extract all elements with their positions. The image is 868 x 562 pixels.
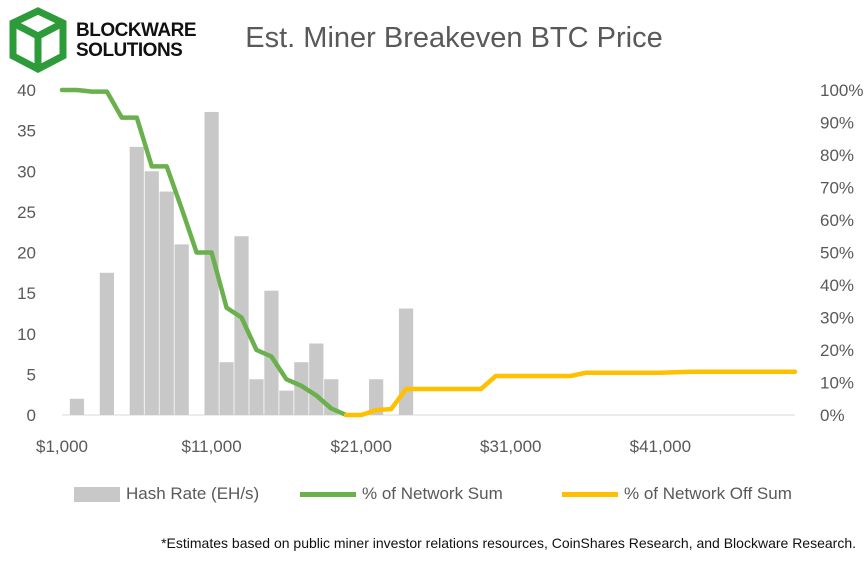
right-axis-tick-label: 30% <box>820 309 854 328</box>
hash-rate-bar <box>204 111 219 415</box>
hash-rate-bar <box>309 343 324 415</box>
x-axis-tick-label: $31,000 <box>480 437 541 456</box>
right-axis-tick-label: 70% <box>820 179 854 198</box>
legend-label-network-off-sum: % of Network Off Sum <box>624 484 792 503</box>
legend-item-hashrate: Hash Rate (EH/s) <box>74 482 259 506</box>
left-axis-tick-label: 30 <box>17 162 36 181</box>
network-sum-line <box>59 87 349 418</box>
legend-swatch-network-sum <box>300 491 356 497</box>
hash-rate-bar <box>264 290 279 415</box>
hash-rate-bar <box>99 272 114 415</box>
right-axis-tick-label: 90% <box>820 114 854 133</box>
right-axis-tick-label: 80% <box>820 146 854 165</box>
x-axis-tick-label: $1,000 <box>36 437 88 456</box>
hash-rate-bar <box>159 191 174 415</box>
hash-rate-bar <box>174 244 189 415</box>
right-axis-tick-label: 10% <box>820 374 854 393</box>
left-axis: 0 5 10 15 20 25 30 35 40 <box>17 81 36 425</box>
legend-label-hashrate: Hash Rate (EH/s) <box>126 484 260 503</box>
network-off-sum-line <box>343 369 798 418</box>
left-axis-tick-label: 15 <box>17 284 36 303</box>
logo-text-line2: SOLUTIONS <box>76 40 183 61</box>
right-axis: 0% 10% 20% 30% 40% 50% 60% 70% 80% 90% 100% <box>820 81 863 425</box>
left-axis-tick-label: 35 <box>17 122 36 141</box>
logo-mark <box>9 7 67 73</box>
hash-rate-bar <box>249 379 264 415</box>
left-axis-tick-label: 5 <box>27 365 36 384</box>
x-axis: $1,000 $11,000 $21,000 $31,000 $41,000 <box>36 437 691 456</box>
right-axis-tick-label: 60% <box>820 211 854 230</box>
hash-rate-bar <box>294 362 309 415</box>
left-axis-tick-label: 10 <box>17 325 36 344</box>
left-axis-tick-label: 40 <box>17 81 36 100</box>
footnote: *Estimates based on public miner investo… <box>161 535 856 551</box>
legend: Hash Rate (EH/s) % of Network Sum % of N… <box>0 482 868 506</box>
logo-text-line1: BLOCKWARE <box>76 20 197 41</box>
hash-rate-bar <box>369 379 384 415</box>
legend-item-network-off-sum: % of Network Off Sum <box>562 482 792 506</box>
legend-swatch-network-off-sum <box>562 491 618 497</box>
left-axis-tick-label: 25 <box>17 203 36 222</box>
left-axis-tick-label: 20 <box>17 244 36 263</box>
hash-rate-bar <box>279 390 294 415</box>
legend-swatch-hashrate <box>74 486 120 502</box>
hash-rate-bar <box>219 362 234 415</box>
x-axis-tick-label: $11,000 <box>181 437 241 456</box>
hash-rate-bar <box>144 171 159 415</box>
chart-area: 0 5 10 15 20 25 30 35 40 0% 10% 20% 30% 40% 50% 60% 70%… <box>17 81 863 456</box>
hash-rate-bar <box>234 236 249 415</box>
hash-rate-bar <box>69 398 85 415</box>
hash-rate-bar <box>129 146 144 415</box>
left-axis-tick-label: 0 <box>27 406 36 425</box>
right-axis-tick-label: 40% <box>820 276 854 295</box>
right-axis-tick-label: 0% <box>820 406 845 425</box>
x-axis-tick-label: $41,000 <box>630 437 691 456</box>
chart-title: Est. Miner Breakeven BTC Price <box>245 22 663 54</box>
series-lines <box>59 87 798 418</box>
legend-label-network-sum: % of Network Sum <box>362 484 503 503</box>
right-axis-tick-label: 20% <box>820 341 854 360</box>
x-axis-tick-label: $21,000 <box>330 437 391 456</box>
right-axis-tick-label: 50% <box>820 244 854 263</box>
blockware-logo <box>9 7 67 73</box>
right-axis-tick-label: 100% <box>820 81 863 100</box>
legend-item-network-sum: % of Network Sum <box>300 482 503 506</box>
hash-rate-bars <box>69 111 414 415</box>
